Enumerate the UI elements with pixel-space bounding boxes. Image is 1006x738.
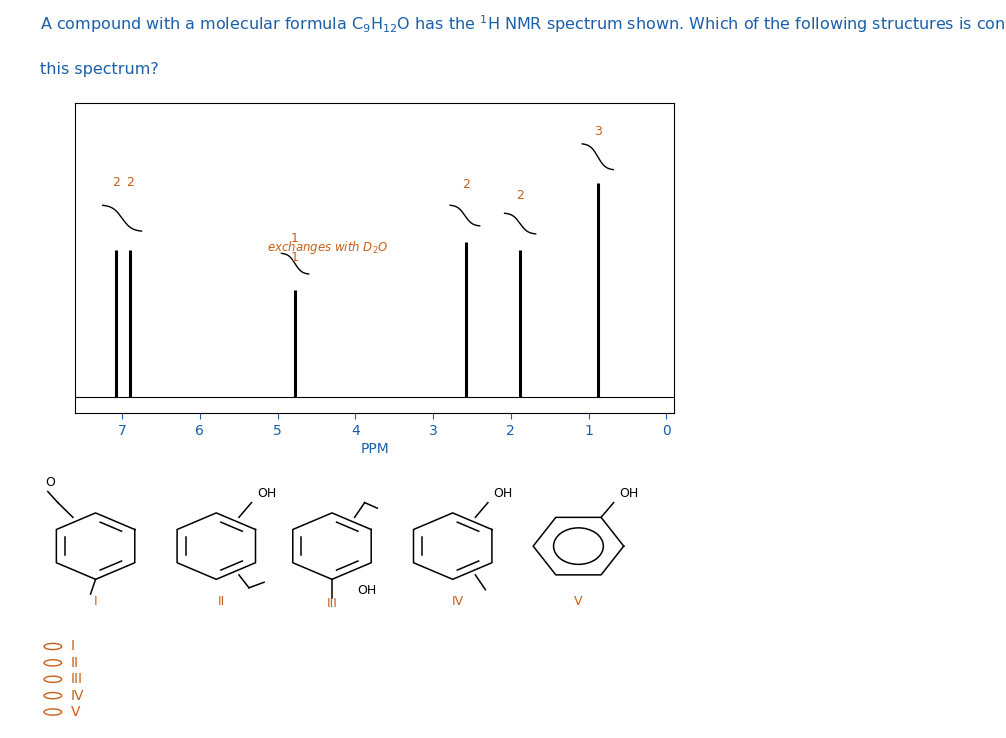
Text: II: II <box>70 656 78 670</box>
Text: I: I <box>94 595 98 608</box>
Text: I: I <box>70 640 74 653</box>
Text: 2: 2 <box>126 176 134 189</box>
Text: O: O <box>45 476 55 489</box>
Text: exchanges with D$_2$O: exchanges with D$_2$O <box>268 238 389 255</box>
Text: 1: 1 <box>291 232 299 245</box>
Text: OH: OH <box>257 487 277 500</box>
Text: III: III <box>327 597 337 610</box>
Text: A compound with a molecular formula C$_9$H$_{12}$O has the $^1$H NMR spectrum sh: A compound with a molecular formula C$_9… <box>40 13 1006 35</box>
Text: 2: 2 <box>516 189 524 202</box>
Text: V: V <box>574 595 582 608</box>
Text: IV: IV <box>452 595 464 608</box>
Text: V: V <box>70 705 79 719</box>
Text: 3: 3 <box>594 125 602 138</box>
Text: III: III <box>70 672 82 686</box>
Text: OH: OH <box>493 487 513 500</box>
Text: IV: IV <box>70 689 83 703</box>
Text: 1: 1 <box>291 251 299 263</box>
Text: this spectrum?: this spectrum? <box>40 62 159 77</box>
Text: 2: 2 <box>112 176 120 189</box>
Text: OH: OH <box>357 584 376 597</box>
Text: 2: 2 <box>462 179 470 191</box>
Text: II: II <box>217 595 225 608</box>
Text: OH: OH <box>619 487 639 500</box>
X-axis label: PPM: PPM <box>360 442 389 456</box>
